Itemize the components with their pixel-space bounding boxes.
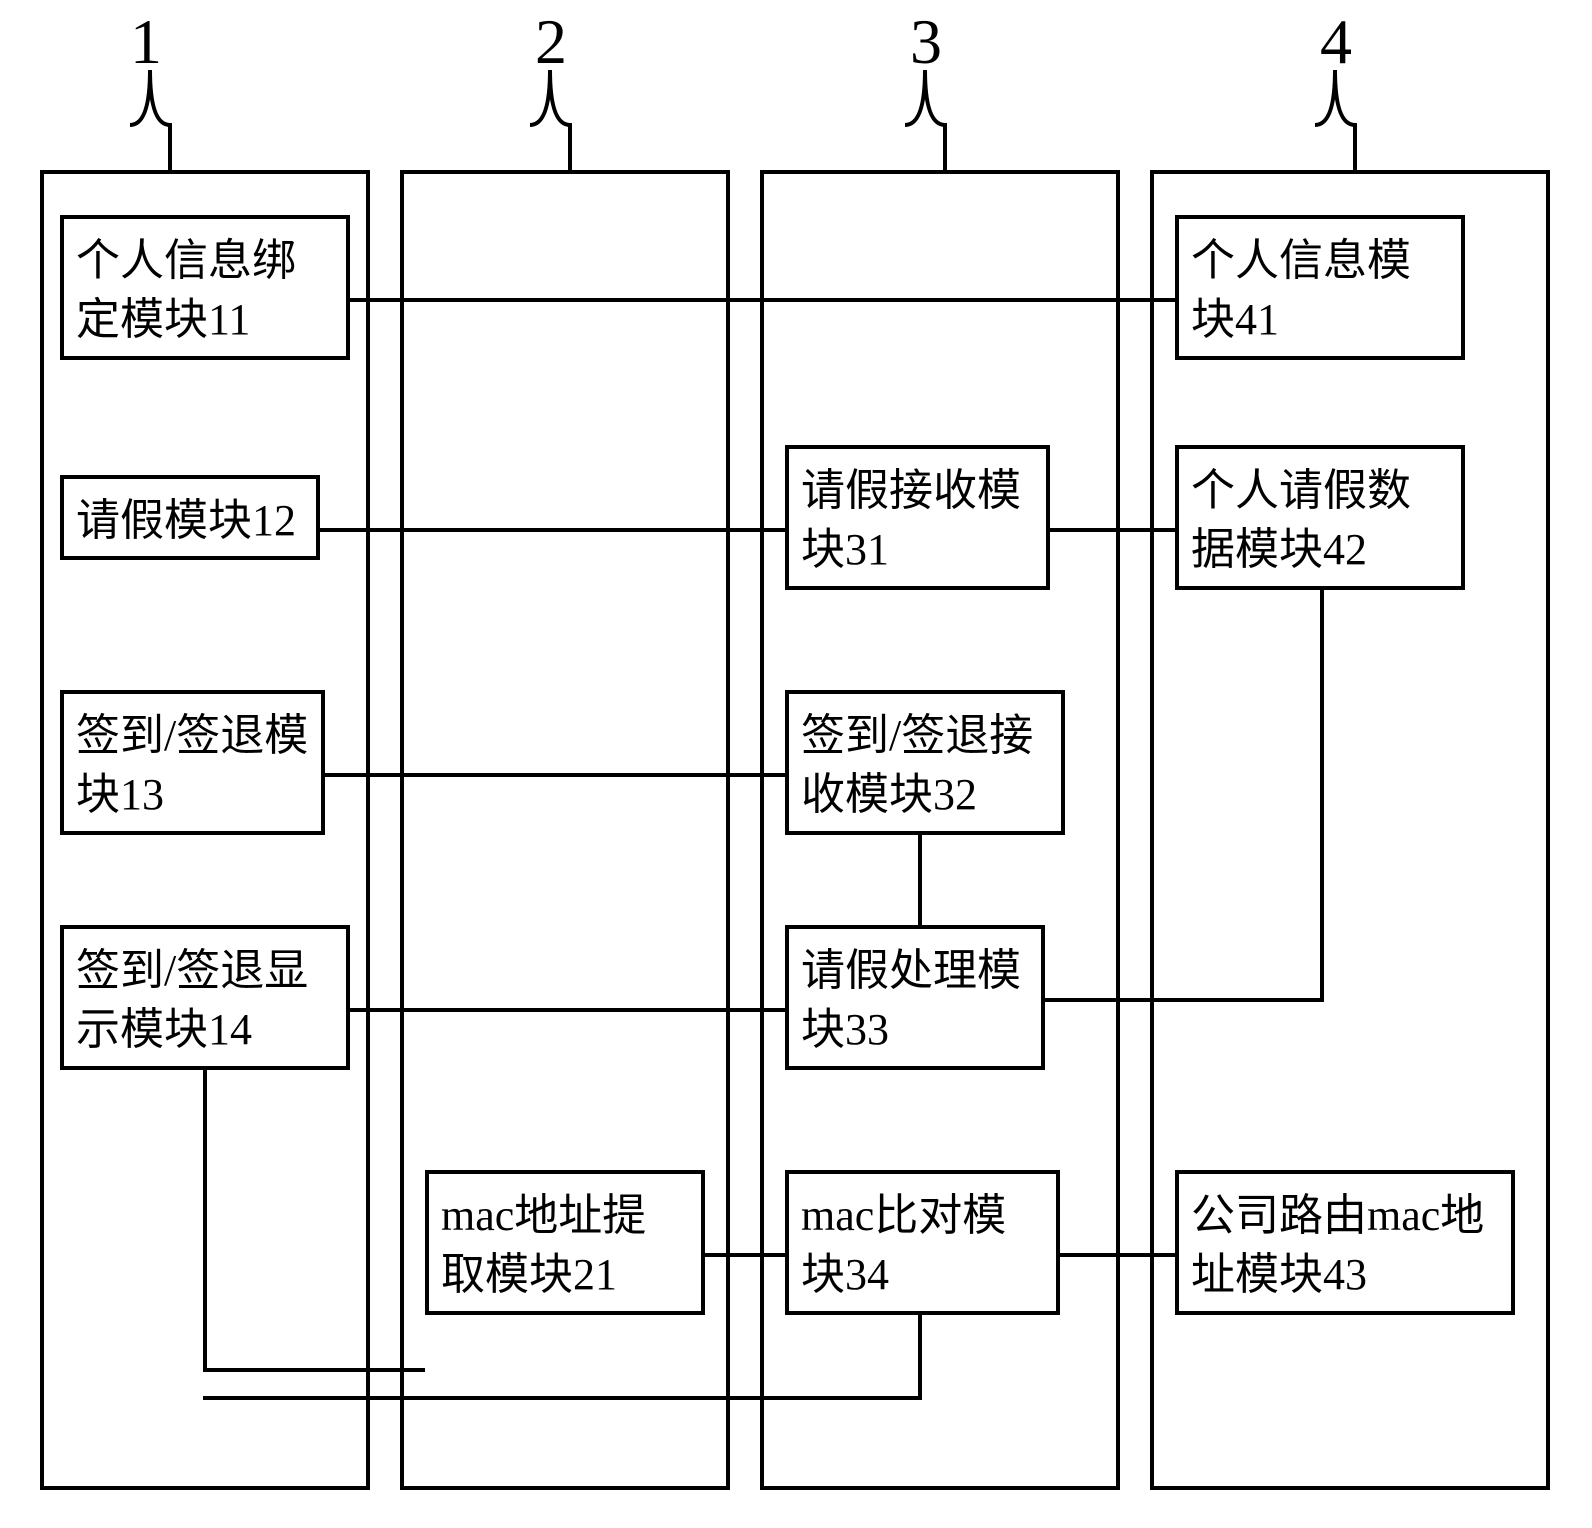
col-header-3: 3 — [910, 5, 942, 79]
col-header-4: 4 — [1320, 5, 1352, 79]
edge-n33-n42-v — [1320, 590, 1324, 1002]
col-header-1: 1 — [130, 5, 162, 79]
edge-n32-n33 — [918, 835, 922, 925]
node-n21: mac地址提取模块21 — [425, 1170, 705, 1315]
node-n14: 签到/签退显示模块14 — [60, 925, 350, 1070]
node-n43: 公司路由mac地址模块43 — [1175, 1170, 1515, 1315]
node-n13: 签到/签退模块13 — [60, 690, 325, 835]
col-header-2: 2 — [535, 5, 567, 79]
edge-n11-n41 — [350, 298, 1175, 302]
node-label: 签到/签退接收模块32 — [801, 706, 1049, 825]
edge-n34-bottom-h — [203, 1396, 922, 1400]
node-label: 公司路由mac地址模块43 — [1191, 1186, 1499, 1305]
node-label: 签到/签退显示模块14 — [76, 941, 334, 1060]
node-label: 个人信息模块41 — [1191, 231, 1449, 350]
edge-n14-n21-v — [203, 1070, 207, 1372]
node-label: 签到/签退模块13 — [76, 706, 309, 825]
node-n12: 请假模块12 — [60, 475, 320, 560]
node-label: 请假模块12 — [76, 491, 296, 550]
node-label: 请假处理模块33 — [801, 941, 1029, 1060]
node-label: mac比对模块34 — [801, 1186, 1044, 1305]
node-label: 请假接收模块31 — [801, 461, 1034, 580]
node-label: 个人请假数据模块42 — [1191, 461, 1449, 580]
col-curve-2 — [510, 70, 630, 175]
diagram-canvas: 1 2 3 4 个人信息绑定模块11 请假模块12 签到/签退模块13 签到/签… — [0, 0, 1592, 1528]
node-n33: 请假处理模块33 — [785, 925, 1045, 1070]
node-label: mac地址提取模块21 — [441, 1186, 689, 1305]
node-n42: 个人请假数据模块42 — [1175, 445, 1465, 590]
edge-n34-down — [918, 1315, 922, 1400]
edge-n12-n31 — [320, 528, 785, 532]
edge-n34-n43 — [1060, 1253, 1175, 1257]
node-n41: 个人信息模块41 — [1175, 215, 1465, 360]
col-curve-1 — [120, 70, 240, 175]
edge-n13-n32 — [325, 773, 785, 777]
col-curve-4 — [1295, 70, 1415, 175]
node-n11: 个人信息绑定模块11 — [60, 215, 350, 360]
node-n34: mac比对模块34 — [785, 1170, 1060, 1315]
edge-n14-n21-h — [203, 1368, 425, 1372]
edge-n14-n33 — [350, 1008, 785, 1012]
node-label: 个人信息绑定模块11 — [76, 231, 334, 350]
node-n31: 请假接收模块31 — [785, 445, 1050, 590]
edge-n31-n42 — [1050, 528, 1175, 532]
col-curve-3 — [885, 70, 1005, 175]
edge-n21-n34 — [705, 1253, 785, 1257]
node-n32: 签到/签退接收模块32 — [785, 690, 1065, 835]
edge-n33-n42-h — [1045, 998, 1324, 1002]
